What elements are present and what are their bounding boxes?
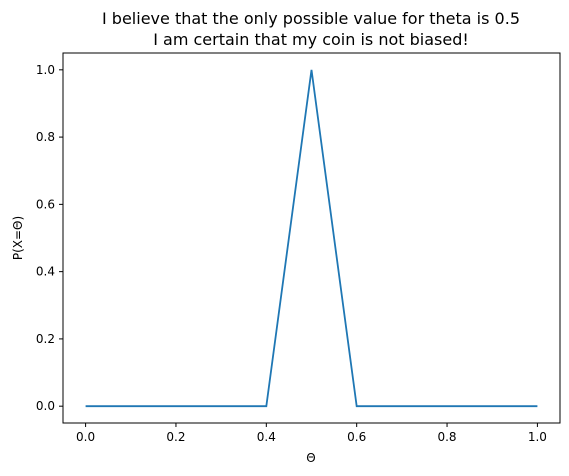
- x-tick-label: 0.6: [347, 430, 366, 444]
- plot-area: [62, 52, 561, 424]
- chart-title-line-2: I am certain that my coin is not biased!: [153, 30, 469, 49]
- y-tick-label: 1.0: [36, 63, 55, 77]
- x-axis-ticks: 0.0 0.2 0.4 0.6 0.8 1.0: [76, 423, 547, 444]
- x-tick-label: 1.0: [528, 430, 547, 444]
- series-layer: [85, 69, 538, 408]
- y-tick-label: 0.8: [36, 130, 55, 144]
- x-tick-label: 0.8: [437, 430, 456, 444]
- y-tick-label: 0.0: [36, 399, 55, 413]
- chart-title: I believe that the only possible value f…: [102, 9, 520, 49]
- y-axis-label: P(X=Θ): [11, 216, 25, 260]
- y-tick-label: 0.6: [36, 197, 55, 211]
- y-tick-label: 0.4: [36, 265, 55, 279]
- series-line-0: [85, 69, 538, 408]
- chart-title-line-1: I believe that the only possible value f…: [102, 9, 520, 28]
- x-tick-label: 0.0: [76, 430, 95, 444]
- y-tick-label: 0.2: [36, 332, 55, 346]
- x-axis-label: Θ: [306, 451, 315, 465]
- x-tick-label: 0.2: [166, 430, 185, 444]
- x-tick-label: 0.4: [257, 430, 276, 444]
- y-axis-ticks: 0.0 0.2 0.4 0.6 0.8 1.0: [36, 63, 63, 413]
